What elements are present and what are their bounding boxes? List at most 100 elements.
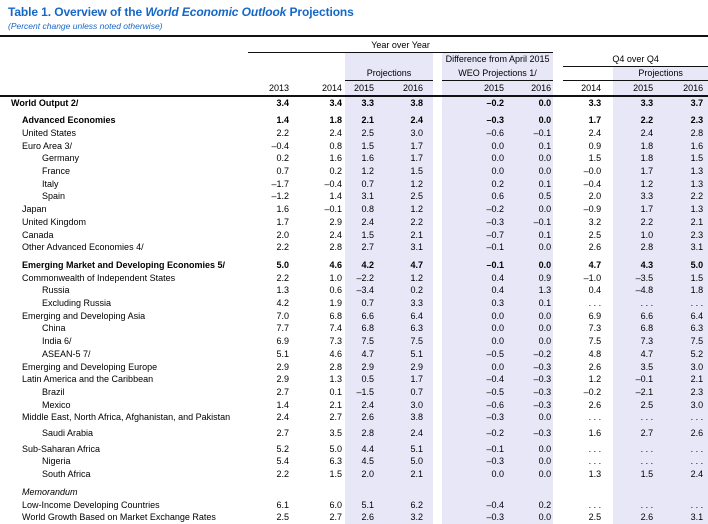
value-cell: –0.3 (507, 424, 553, 440)
year-column-header: 2013 (248, 80, 297, 96)
value-cell: 2.9 (248, 361, 297, 374)
value-cell: –0.9 (563, 203, 613, 216)
value-cell: –1.7 (248, 178, 297, 191)
value-cell: –0.4 (442, 373, 507, 386)
value-cell: 2.4 (297, 229, 345, 242)
value-cell: 3.0 (391, 399, 433, 412)
value-cell: . . . (663, 455, 708, 468)
row-label: South Africa (0, 468, 248, 481)
value-cell: 1.4 (297, 190, 345, 203)
group-q4-over-q4: Q4 over Q4 (563, 53, 708, 67)
value-cell: 0.0 (442, 468, 507, 481)
value-cell: –0.6 (442, 127, 507, 140)
value-cell: –2.1 (613, 386, 663, 399)
value-cell: –1.5 (345, 386, 391, 399)
value-cell: 2.1 (391, 229, 433, 242)
value-cell: 2.7 (345, 241, 391, 254)
spacer-cell (553, 399, 563, 412)
row-label: Latin America and the Caribbean (0, 373, 248, 386)
spacer-cell (433, 241, 442, 254)
value-cell: 5.0 (297, 440, 345, 456)
row-label: Spain (0, 190, 248, 203)
row-label: Mexico (0, 399, 248, 412)
value-cell: 2.4 (345, 399, 391, 412)
value-cell (442, 481, 507, 499)
value-cell: 1.0 (297, 272, 345, 285)
value-cell: –0.0 (563, 165, 613, 178)
value-cell: 5.0 (391, 455, 433, 468)
row-label: Other Advanced Economies 4/ (0, 241, 248, 254)
value-cell: 2.9 (248, 373, 297, 386)
value-cell: 2.9 (391, 361, 433, 374)
year-column-header: 2016 (507, 80, 553, 96)
value-cell: –0.2 (442, 203, 507, 216)
value-cell: 1.6 (563, 424, 613, 440)
value-cell: –0.7 (442, 229, 507, 242)
value-cell: –1.0 (563, 272, 613, 285)
row-label: Japan (0, 203, 248, 216)
value-cell: 2.1 (297, 399, 345, 412)
value-cell: 4.8 (563, 348, 613, 361)
value-cell: –0.2 (442, 96, 507, 110)
value-cell: 2.2 (613, 216, 663, 229)
value-cell: –0.3 (442, 216, 507, 229)
spacer-cell (553, 424, 563, 440)
spacer-cell (433, 216, 442, 229)
value-cell: –0.2 (442, 424, 507, 440)
title-emphasis: World Economic Outlook (145, 5, 286, 19)
row-label: Sub-Saharan Africa (0, 440, 248, 456)
spacer-cell (553, 254, 563, 272)
spacer-cell (433, 96, 442, 110)
row-label: Excluding Russia (0, 297, 248, 310)
value-cell: 1.3 (248, 284, 297, 297)
value-cell: 3.1 (663, 511, 708, 524)
spacer-cell (553, 241, 563, 254)
spacer-cell (553, 127, 563, 140)
spacer-cell (553, 165, 563, 178)
value-cell (613, 481, 663, 499)
table-subtitle: (Percent change unless noted otherwise) (0, 19, 708, 35)
spacer-cell (553, 190, 563, 203)
value-cell: 4.6 (297, 348, 345, 361)
value-cell: 0.5 (507, 190, 553, 203)
row-label: Brazil (0, 386, 248, 399)
value-cell: 0.0 (507, 241, 553, 254)
value-cell: 2.7 (613, 424, 663, 440)
value-cell (563, 481, 613, 499)
spacer-cell (553, 178, 563, 191)
year-column-header: 2015 (345, 80, 391, 96)
row-label: India 6/ (0, 335, 248, 348)
spacer-cell (553, 96, 563, 110)
value-cell: 0.0 (442, 140, 507, 153)
value-cell: –0.4 (297, 178, 345, 191)
table-row: Middle East, North Africa, Afghanistan, … (0, 411, 708, 424)
value-cell: 3.3 (345, 96, 391, 110)
value-cell: 1.3 (663, 165, 708, 178)
projections-label-q4: Projections (613, 66, 708, 80)
value-cell: 2.1 (663, 216, 708, 229)
spacer-cell (433, 190, 442, 203)
spacer-cell (553, 322, 563, 335)
spacer-cell (433, 373, 442, 386)
row-label: World Growth Based on Market Exchange Ra… (0, 511, 248, 524)
value-cell: 2.2 (248, 468, 297, 481)
value-cell: 0.1 (297, 386, 345, 399)
value-cell: 0.4 (563, 284, 613, 297)
value-cell: 0.3 (442, 297, 507, 310)
value-cell: 6.8 (297, 310, 345, 323)
spacer-cell (553, 386, 563, 399)
value-cell: –2.2 (345, 272, 391, 285)
spacer-cell (553, 272, 563, 285)
value-cell: 4.4 (345, 440, 391, 456)
value-cell: 2.8 (297, 241, 345, 254)
value-cell: 7.5 (391, 335, 433, 348)
value-cell: 2.6 (345, 411, 391, 424)
value-cell: 1.4 (248, 399, 297, 412)
